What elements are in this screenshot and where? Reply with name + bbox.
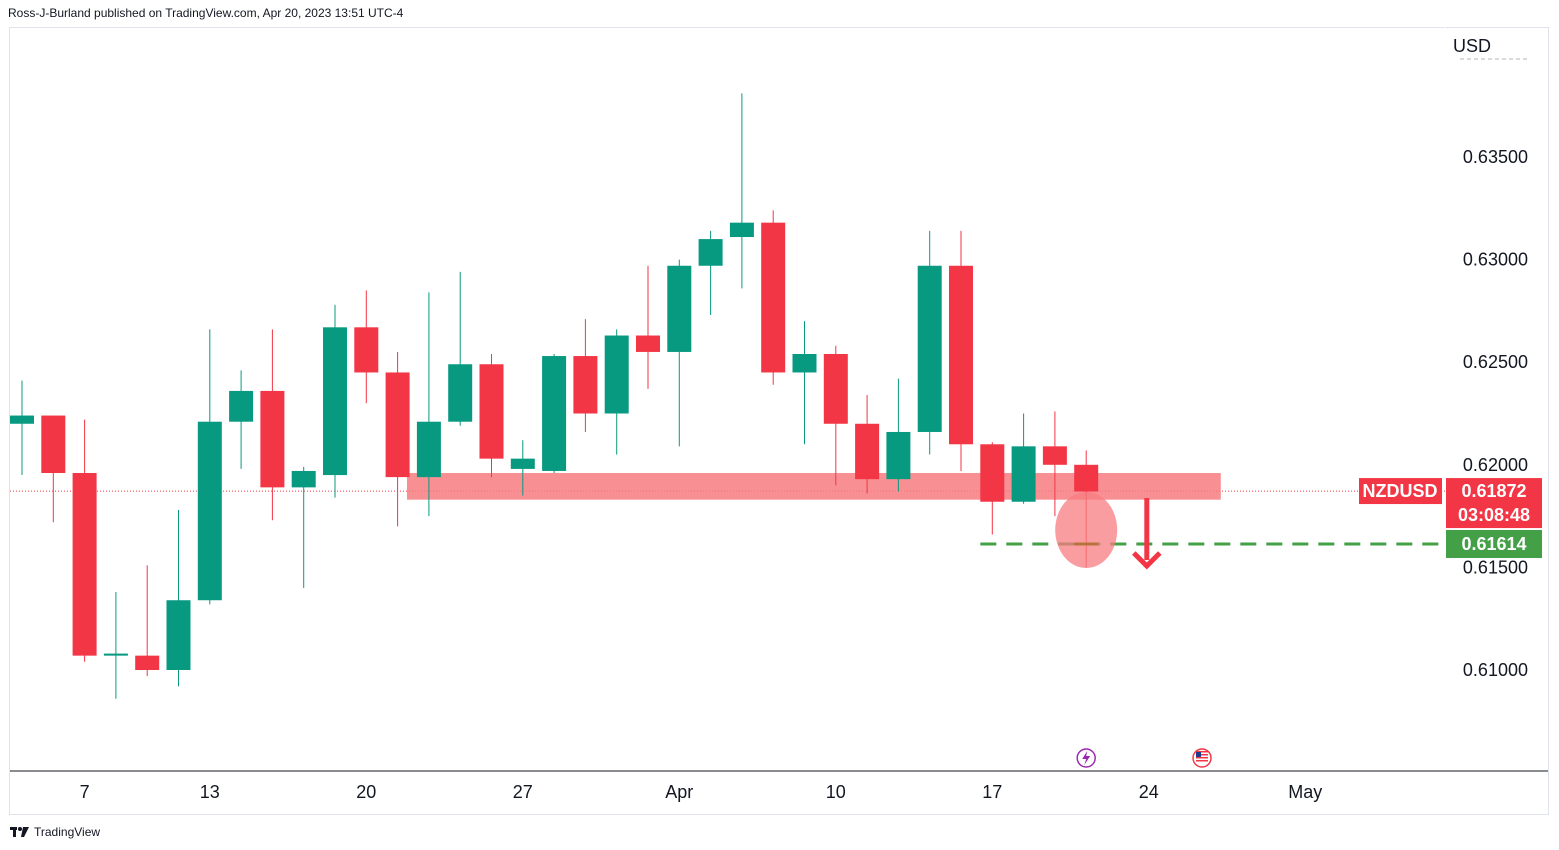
lightning-icon[interactable] (1076, 748, 1096, 768)
support-price-label: 0.61614 (1461, 534, 1526, 554)
candle-body[interactable] (416, 421, 441, 478)
candle-body[interactable] (792, 353, 817, 373)
down-arrow-icon[interactable] (1132, 551, 1162, 570)
candle-body[interactable] (886, 431, 911, 480)
candle-body[interactable] (510, 458, 535, 469)
x-tick-label: 27 (513, 782, 533, 802)
candle-body[interactable] (823, 353, 848, 424)
candle-body[interactable] (980, 444, 1005, 502)
symbol-tag-label: NZDUSD (1363, 481, 1438, 501)
y-tick-label: 0.62000 (1463, 455, 1528, 475)
y-tick-label: 0.62500 (1463, 352, 1528, 372)
candle-body[interactable] (636, 335, 660, 352)
last-price-label: 0.61872 (1461, 481, 1526, 501)
y-tick-label: 0.63000 (1463, 250, 1528, 270)
published-by-text: Ross-J-Burland published on TradingView.… (8, 6, 404, 20)
candle-body[interactable] (573, 356, 598, 414)
candle-body[interactable] (291, 470, 316, 488)
candle-body[interactable] (10, 415, 34, 424)
candle-body[interactable] (41, 415, 66, 474)
candle-body[interactable] (1042, 446, 1067, 465)
candle-body[interactable] (103, 653, 128, 656)
x-tick-label: 24 (1139, 782, 1159, 802)
candle-body[interactable] (698, 239, 723, 266)
candle-body[interactable] (949, 265, 973, 445)
chart-frame (9, 27, 1549, 815)
x-tick-label: 20 (356, 782, 376, 802)
candle-body[interactable] (479, 364, 504, 459)
candle-body[interactable] (917, 265, 942, 432)
support-price-tag[interactable] (1446, 530, 1542, 559)
x-tick-label: 13 (200, 782, 220, 802)
candle-body[interactable] (855, 423, 880, 480)
candle-body[interactable] (197, 421, 222, 601)
y-tick-label: 0.61000 (1463, 660, 1528, 680)
candle-body[interactable] (604, 335, 629, 414)
tradingview-footer[interactable]: TradingView (10, 824, 100, 840)
x-tick-label: Apr (665, 782, 693, 802)
x-tick-label: 7 (80, 782, 90, 802)
candle-body[interactable] (761, 222, 786, 373)
candle-body[interactable] (1074, 464, 1099, 492)
tradingview-logo-icon (10, 827, 29, 837)
us-flag-icon[interactable] (1192, 748, 1212, 768)
x-tick-label: 10 (826, 782, 846, 802)
candle-body[interactable] (229, 390, 254, 422)
y-tick-label: 0.61500 (1463, 557, 1528, 577)
candle-body[interactable] (542, 356, 567, 471)
candle-body[interactable] (72, 473, 97, 656)
x-tick-label: 17 (982, 782, 1002, 802)
candle-body[interactable] (667, 265, 692, 352)
countdown-label: 03:08:48 (1458, 505, 1530, 525)
x-tick-label: May (1288, 782, 1322, 802)
symbol-tag[interactable] (1359, 478, 1442, 505)
currency-label: USD (1453, 36, 1491, 56)
candle-body[interactable] (1011, 446, 1036, 502)
candle-body[interactable] (260, 390, 285, 488)
candle-body[interactable] (385, 372, 410, 478)
candle-body[interactable] (323, 327, 347, 476)
candle-body[interactable] (135, 655, 160, 670)
tradingview-brand: TradingView (34, 825, 101, 839)
candle-body[interactable] (729, 222, 754, 238)
highlight-circle[interactable] (1055, 492, 1118, 568)
candle-body[interactable] (354, 327, 379, 373)
y-tick-label: 0.63500 (1463, 147, 1528, 167)
last-price-tag[interactable] (1446, 478, 1542, 529)
candle-body[interactable] (166, 600, 191, 670)
candle-body[interactable] (448, 364, 473, 422)
